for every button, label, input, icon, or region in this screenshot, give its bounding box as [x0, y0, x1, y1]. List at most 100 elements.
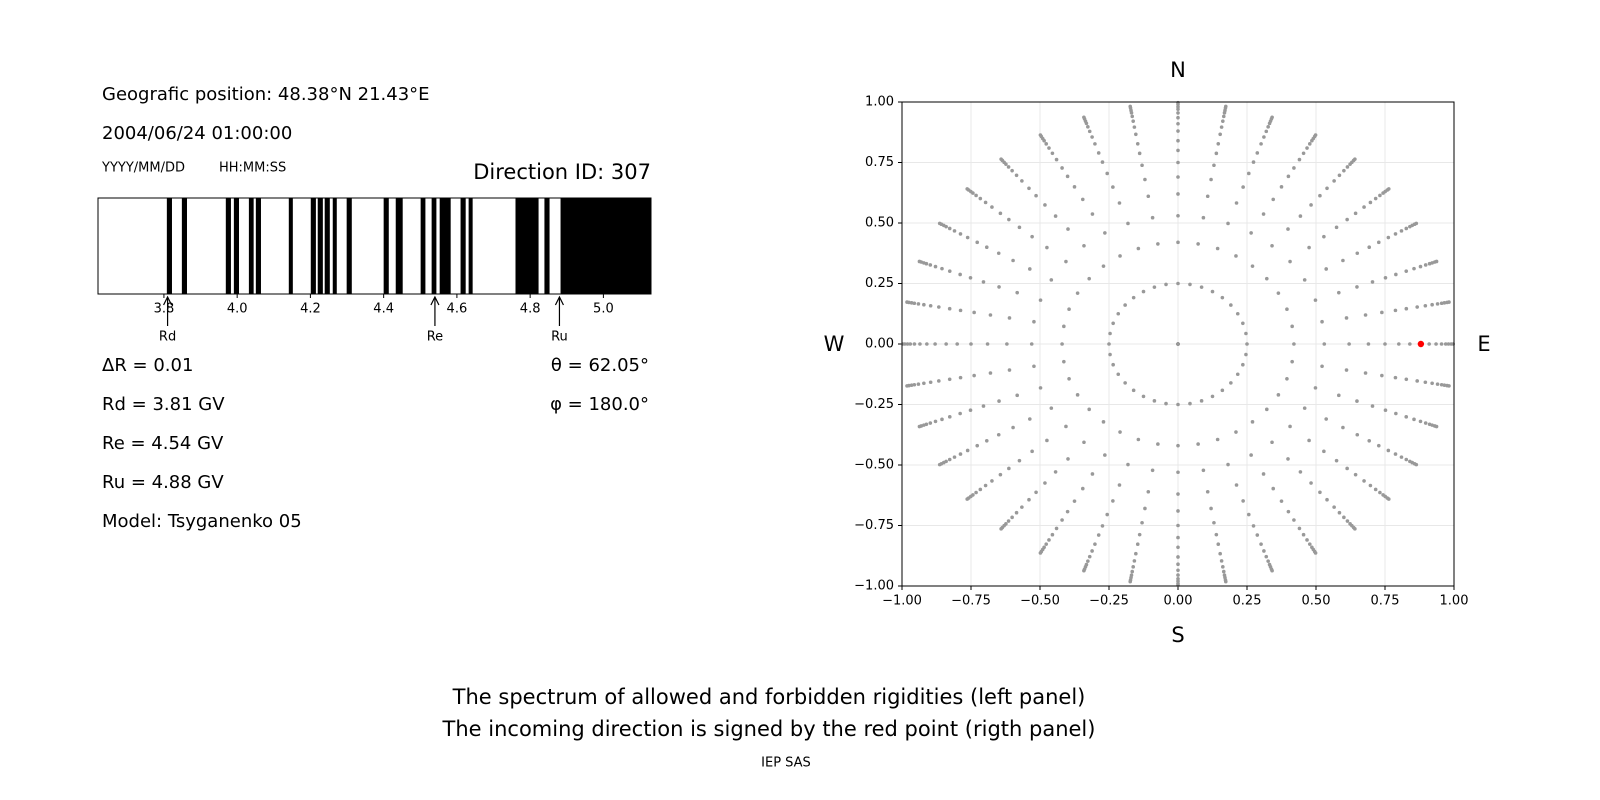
angle-text: θ = 62.05° — [551, 355, 649, 376]
direction-dot — [958, 411, 962, 416]
direction-dot — [1286, 457, 1290, 461]
direction-dot — [1244, 352, 1248, 357]
direction-dot — [1434, 259, 1439, 264]
direction-dot — [1117, 483, 1122, 487]
direction-dot — [1292, 518, 1296, 522]
direction-dot — [1108, 331, 1112, 336]
direction-dot — [1215, 437, 1220, 442]
direction-dot — [1223, 579, 1228, 584]
direction-dot — [1020, 505, 1024, 509]
direction-dot — [1251, 160, 1256, 164]
direction-dot — [916, 302, 921, 306]
direction-dot — [1090, 472, 1095, 476]
direction-dot — [947, 415, 952, 419]
direction-dot — [1393, 232, 1398, 236]
direction-dot — [1266, 125, 1270, 129]
direction-dot — [1241, 321, 1245, 326]
direction-dot — [975, 443, 980, 448]
direction-dot — [1210, 394, 1215, 399]
direction-dot — [1080, 197, 1085, 202]
direction-dot — [1383, 408, 1388, 413]
direction-dot — [1176, 573, 1180, 577]
direction-dot — [1216, 142, 1221, 146]
direction-dot — [984, 439, 989, 443]
direction-dot — [1038, 298, 1043, 302]
direction-dot — [1212, 520, 1216, 525]
direction-dot — [984, 245, 989, 249]
direction-dot — [1226, 221, 1230, 226]
direction-dot — [958, 375, 963, 380]
direction-dot — [1103, 453, 1107, 457]
direction-dot — [1107, 342, 1111, 346]
direction-dot — [1143, 506, 1147, 511]
direction-dot — [1050, 151, 1055, 156]
direction-dot — [1141, 289, 1146, 294]
direction-dot — [1353, 211, 1358, 216]
direction-dot — [1376, 240, 1381, 245]
direction-dot — [1045, 438, 1049, 443]
direction-dot — [1017, 458, 1022, 463]
direction-dot — [1034, 193, 1038, 198]
y-tick-label: −0.25 — [854, 397, 894, 412]
direction-dot — [1430, 381, 1434, 386]
direction-dot — [937, 305, 941, 309]
direction-dot — [1380, 310, 1384, 315]
direction-dot — [1176, 523, 1180, 528]
forbidden-band — [181, 198, 187, 294]
direction-dot — [1152, 399, 1157, 403]
direction-dot — [1146, 194, 1151, 199]
direction-dot — [1235, 311, 1240, 316]
direction-dot — [965, 497, 970, 501]
direction-dot — [1007, 368, 1012, 372]
direction-dot — [1087, 129, 1092, 134]
direction-dot — [1093, 142, 1097, 146]
direction-dot — [928, 303, 933, 308]
direction-dot — [1447, 300, 1451, 304]
x-tick-label: −0.50 — [1020, 594, 1060, 609]
x-tick-label: 4.4 — [373, 302, 394, 317]
direction-dot — [1226, 462, 1230, 467]
direction-dot — [1087, 554, 1092, 559]
direction-dot — [998, 472, 1003, 477]
direction-dot — [1255, 151, 1260, 155]
direction-dot — [909, 301, 914, 305]
direction-dot — [1399, 229, 1404, 233]
direction-dot — [1216, 542, 1221, 546]
direction-dot — [1307, 142, 1312, 146]
direction-dot — [1132, 559, 1137, 563]
direction-dot — [909, 383, 914, 387]
direction-dot — [1176, 129, 1180, 133]
direction-dot — [1439, 382, 1444, 387]
direction-dot — [1305, 538, 1309, 542]
direction-dot — [1383, 275, 1388, 280]
direction-dot — [1276, 291, 1281, 295]
direction-dot — [1006, 519, 1011, 523]
direction-dot — [1418, 419, 1423, 424]
direction-dot — [1196, 442, 1200, 446]
direction-dot — [1355, 432, 1360, 437]
direction-dot — [1423, 263, 1428, 267]
direction-dot — [1045, 245, 1049, 250]
direction-dot — [1270, 243, 1274, 248]
direction-dot — [1393, 375, 1398, 380]
direction-dot — [1427, 342, 1431, 346]
direction-dot — [1313, 386, 1318, 390]
direction-dot — [1353, 472, 1358, 477]
direction-dot — [952, 229, 957, 233]
direction-dot — [1386, 448, 1391, 453]
direction-dot — [1050, 532, 1055, 537]
direction-dot — [1150, 468, 1155, 473]
direction-dot — [1005, 342, 1009, 346]
direction-dot — [1344, 316, 1349, 320]
direction-dot — [1034, 490, 1038, 495]
direction-dot — [1307, 245, 1311, 250]
direction-dot — [1010, 515, 1014, 520]
direction-dot — [1141, 394, 1146, 399]
forbidden-band — [420, 198, 426, 294]
direction-dot — [1176, 555, 1180, 559]
direction-dot — [1065, 174, 1070, 179]
direction-dot — [1229, 303, 1233, 307]
direction-dot — [1262, 549, 1266, 553]
angle-text: φ = 180.0° — [550, 394, 649, 415]
direction-dot — [1108, 352, 1112, 357]
